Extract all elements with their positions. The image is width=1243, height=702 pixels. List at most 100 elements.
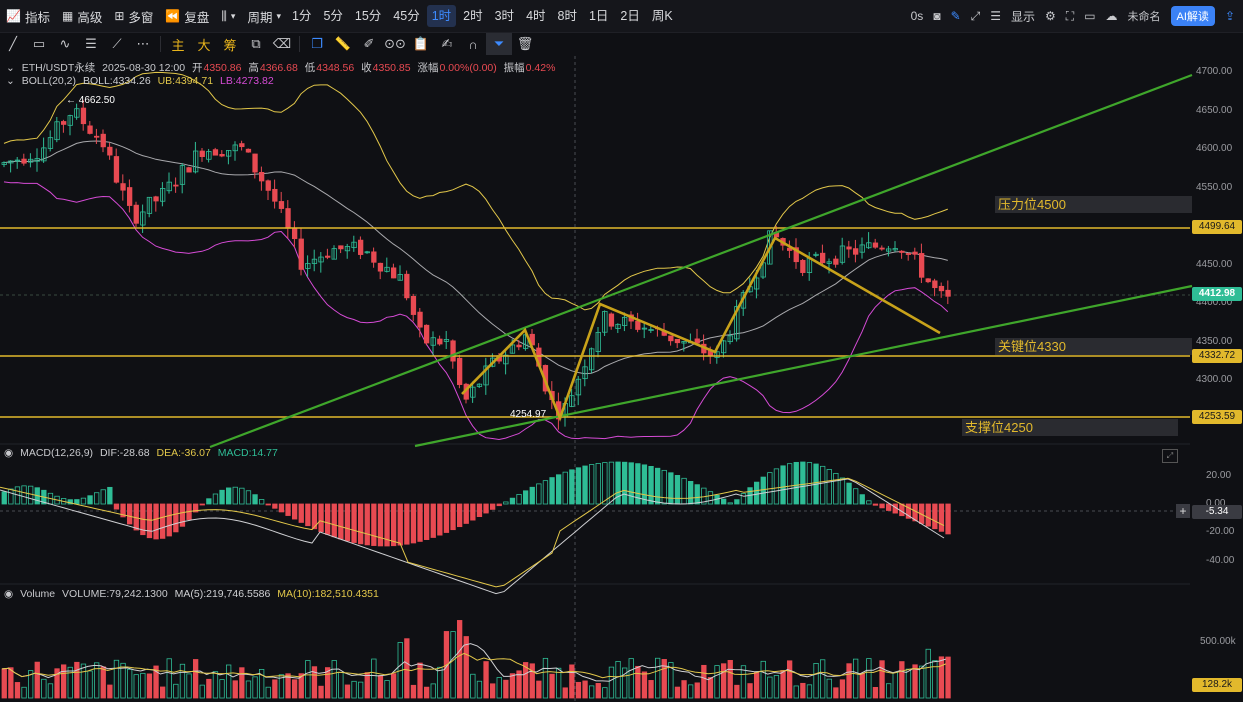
macd-bar — [94, 492, 100, 505]
macd-dea: DEA:-36.07 — [156, 447, 211, 459]
volume-bar — [734, 684, 740, 699]
timeframe-5[interactable]: 2时 — [463, 9, 483, 23]
fib-tool-icon[interactable]: ☰ — [85, 36, 97, 51]
macd-bar — [721, 498, 727, 505]
user-drawings[interactable] — [0, 73, 1193, 449]
eye-icon[interactable]: ◉ — [4, 447, 14, 459]
macd-bar — [430, 503, 436, 538]
filter-icon[interactable]: ⏷ — [486, 33, 512, 55]
expand-panel-icon[interactable]: ⤢ — [1162, 449, 1178, 463]
volume-bar — [278, 674, 285, 699]
timeframe-2[interactable]: 15分 — [354, 9, 382, 23]
clipboard-icon[interactable]: 📋 — [412, 36, 430, 51]
macd-bar — [740, 493, 747, 505]
big-tool[interactable]: 大 — [197, 37, 211, 53]
cloud-icon[interactable]: ☁ — [1105, 9, 1118, 23]
add-alert-icon[interactable]: + — [1176, 504, 1190, 518]
timeframe-9[interactable]: 1日 — [588, 9, 609, 23]
candle-body — [351, 241, 357, 249]
indicators-button[interactable]: 📈 指标 — [6, 9, 50, 25]
window-icon[interactable]: ▭ — [1084, 9, 1096, 23]
low-value: 4348.56 — [316, 62, 355, 74]
candle-body — [582, 366, 588, 380]
candle-body — [826, 261, 832, 264]
advanced-button[interactable]: ▦ 高级 — [61, 9, 103, 25]
fullscreen-icon[interactable]: ⛶ — [1065, 8, 1075, 23]
timeframe-10[interactable]: 2日 — [620, 9, 640, 23]
compare-icon[interactable]: ⧉ — [251, 36, 261, 51]
volume-bar — [714, 665, 720, 699]
macd-bar — [833, 472, 839, 505]
copy-icon[interactable]: ❐ — [311, 36, 323, 51]
camera-icon[interactable]: ◙ — [933, 9, 941, 23]
candle-body — [74, 108, 80, 118]
macd-bar — [107, 486, 113, 505]
more-tools-icon[interactable]: ⋯ — [136, 36, 150, 51]
candle-body — [107, 146, 113, 156]
high-label: 高 — [248, 62, 259, 74]
magnet-icon[interactable]: ∩ — [468, 36, 478, 52]
chip-tool[interactable]: 筹 — [223, 37, 237, 53]
boll-lower-line — [3, 181, 949, 441]
wave-tool-icon[interactable]: ∿ — [59, 36, 71, 51]
chart-type-button[interactable]: ⫼ ▾ — [215, 4, 241, 28]
line-tool-icon[interactable]: ╱ — [9, 36, 17, 51]
brush-tool-icon[interactable]: ⟋ — [112, 36, 122, 51]
resistance-zone-label[interactable]: 压力位4500 — [995, 196, 1192, 213]
period-button[interactable]: 周期 ▾ — [247, 10, 281, 25]
glasses-icon[interactable]: ⊙⊙ — [384, 36, 406, 51]
unnamed-layout[interactable]: 未命名 — [1127, 11, 1161, 23]
multi-window-button[interactable]: ⊞ 多窗 — [114, 9, 154, 25]
candle-body — [140, 211, 146, 226]
volume-bar — [648, 680, 654, 699]
candle-body — [635, 320, 641, 330]
main-tool[interactable]: 主 — [171, 37, 185, 53]
volume-bar — [707, 677, 714, 699]
timeframe-3[interactable]: 45分 — [393, 9, 420, 23]
candle-body — [80, 107, 87, 125]
volume-bar — [206, 678, 212, 699]
timeframe-4[interactable]: 1时 — [426, 5, 457, 27]
macd-bar — [206, 498, 212, 505]
candle-body — [575, 378, 582, 396]
chevron-icon[interactable]: ⌄ — [6, 62, 15, 74]
support-zone-label[interactable]: 支撑位4250 — [962, 419, 1178, 436]
timeframe-8[interactable]: 8时 — [557, 9, 577, 23]
list-icon[interactable]: ☰ — [990, 9, 1001, 23]
timeframe-11[interactable]: 周K — [651, 9, 673, 23]
eraser-icon[interactable]: ⌫ — [272, 36, 292, 51]
ai-button[interactable]: AI解读 — [1170, 6, 1215, 26]
rect-tool-icon[interactable]: ▭ — [32, 36, 46, 51]
volume-panel — [1, 620, 951, 699]
boll-middle-line — [3, 140, 948, 375]
trash-icon[interactable]: 🗑 — [516, 36, 534, 51]
pencil-icon[interactable]: ✐ — [363, 36, 375, 51]
timeframe-7[interactable]: 4时 — [526, 9, 546, 23]
macd-name: MACD(12,26,9) — [20, 447, 94, 459]
timeframe-6[interactable]: 3时 — [494, 9, 515, 23]
volume-bar — [338, 671, 344, 699]
macd-bar — [80, 497, 87, 505]
calendar-icon: ▦ — [61, 9, 74, 23]
ruler-icon[interactable]: 📏 — [334, 36, 352, 51]
current-price-label: 4412.98 — [1192, 287, 1242, 301]
share-icon[interactable]: ⇪ — [1224, 9, 1235, 23]
volume-ma5: MA(5):219,746.5586 — [174, 588, 271, 600]
display-button[interactable]: 显示 — [1011, 9, 1036, 24]
volume-bar — [470, 673, 476, 699]
timeframe-0[interactable]: 1分 — [291, 9, 312, 23]
edit-icon[interactable]: ✍ — [441, 36, 453, 51]
volume-bar — [225, 664, 232, 699]
timeframe-1[interactable]: 5分 — [323, 9, 343, 23]
pen-icon[interactable]: ✎ — [950, 9, 961, 23]
chevron-icon[interactable]: ⌄ — [6, 75, 15, 87]
gear-icon[interactable]: ⚙ — [1045, 9, 1056, 23]
key-zone-label[interactable]: 关键位4330 — [995, 338, 1192, 355]
candle-body — [872, 242, 879, 248]
candle-body — [133, 204, 139, 224]
replay-button[interactable]: ⏪ 复盘 — [165, 9, 210, 25]
expand-icon[interactable]: ⤢ — [970, 8, 981, 23]
rewind-icon: ⏪ — [165, 9, 181, 23]
eye-icon[interactable]: ◉ — [4, 588, 14, 600]
